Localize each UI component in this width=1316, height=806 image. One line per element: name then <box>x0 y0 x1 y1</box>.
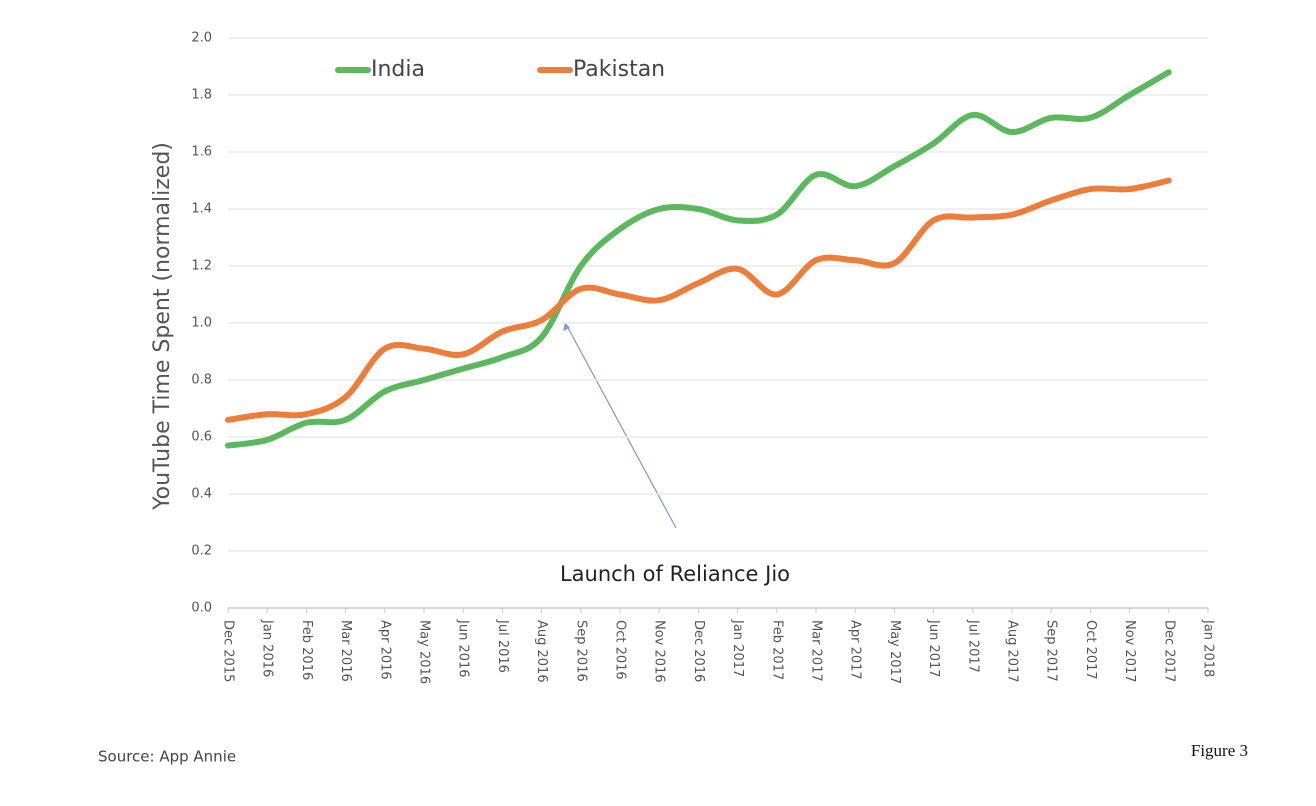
y-tick-label: 0.6 <box>191 430 212 445</box>
y-tick-label: 1.8 <box>191 88 212 103</box>
x-tick-label: Jun 2016 <box>456 619 471 678</box>
y-tick-label: 0.4 <box>191 487 212 502</box>
x-tick-label: Dec 2015 <box>221 620 236 682</box>
x-tick-label: Oct 2017 <box>1083 620 1098 680</box>
x-tick-label: Jan 2018 <box>1201 619 1216 677</box>
y-tick-label: 2.0 <box>191 31 212 46</box>
x-tick-label: Jun 2017 <box>926 619 941 678</box>
line <box>225 177 1172 423</box>
x-tick-label: Dec 2017 <box>1161 620 1176 682</box>
annotation: Launch of Reliance Jio <box>560 562 790 586</box>
y-tick-label: 1.4 <box>191 202 212 217</box>
y-tick-label: 1.0 <box>191 316 212 331</box>
x-tick-label: Feb 2016 <box>299 620 314 680</box>
x-tick-label: Dec 2016 <box>691 620 706 682</box>
x-tick-label: Jan 2017 <box>730 619 745 677</box>
x-tick-label: Jan 2016 <box>260 619 275 677</box>
arrow-head <box>563 322 570 331</box>
x-tick-label: Feb 2017 <box>769 620 784 680</box>
x-tick-label: Sep 2017 <box>1044 620 1059 682</box>
x-tick-label: Sep 2016 <box>573 620 588 682</box>
x-tick-label: May 2017 <box>887 620 902 684</box>
x-tick-label: Mar 2016 <box>338 620 353 682</box>
legend-label: Pakistan <box>573 57 665 82</box>
legend-label: India <box>371 57 425 82</box>
annotation-arrow <box>566 325 677 529</box>
x-tick-label: Nov 2017 <box>1122 620 1137 683</box>
y-tick-label: 1.6 <box>191 145 212 160</box>
line <box>225 69 1172 449</box>
x-tick-label: Jul 2016 <box>495 619 510 673</box>
x-tick-label: Oct 2016 <box>613 620 628 680</box>
y-tick-label: 0.2 <box>191 544 212 559</box>
x-tick-label: Nov 2016 <box>652 620 667 683</box>
y-axis-label: YouTube Time Spent (normalized) <box>150 142 175 511</box>
figure-label: Figure 3 <box>1191 741 1248 760</box>
x-tick-label: May 2016 <box>417 620 432 684</box>
x-tick-label: Apr 2017 <box>848 620 863 680</box>
y-tick-label: 0.0 <box>191 601 212 616</box>
x-tick-label: Jul 2017 <box>965 619 980 673</box>
source: Source: App Annie <box>98 748 236 766</box>
x-tick-label: Apr 2016 <box>377 620 392 680</box>
y-tick-label: 0.8 <box>191 373 212 388</box>
y-tick-label: 1.2 <box>191 259 212 274</box>
x-tick-label: Aug 2016 <box>534 620 549 683</box>
x-tick-label: Aug 2017 <box>1005 620 1020 683</box>
x-tick-label: Mar 2017 <box>809 620 824 682</box>
